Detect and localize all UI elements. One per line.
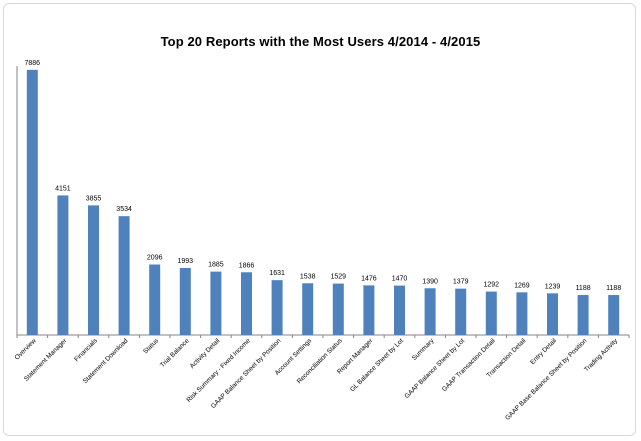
category-label: Summary <box>411 337 436 362</box>
category-label: Risk Summary - Fixed Income <box>185 337 252 404</box>
bar <box>118 216 130 335</box>
bar <box>577 295 589 335</box>
bar <box>424 288 436 335</box>
chart-title: Top 20 Reports with the Most Users 4/201… <box>160 34 481 49</box>
bar <box>455 288 467 335</box>
category-label: Trial Balance <box>159 337 191 369</box>
bar <box>608 295 620 335</box>
data-label: 1631 <box>269 270 285 277</box>
bar <box>26 69 38 335</box>
data-label: 1390 <box>422 278 438 285</box>
bar <box>302 283 314 335</box>
data-label: 4151 <box>55 185 71 192</box>
bar <box>332 283 344 335</box>
category-label: GL Balance Sheet by Lot <box>349 337 405 393</box>
data-label: 1993 <box>178 258 194 265</box>
data-label: 1476 <box>361 275 377 282</box>
data-label: 1269 <box>514 282 530 289</box>
data-label: 1239 <box>545 283 561 290</box>
data-label: 1866 <box>239 262 255 269</box>
data-label: 7886 <box>25 60 41 67</box>
category-label: GAAP Balance Sheet by Position <box>210 337 283 410</box>
chart-frame <box>3 3 636 436</box>
data-label: 2096 <box>147 255 163 262</box>
category-label: Overview <box>14 337 38 361</box>
bar <box>57 195 69 335</box>
bar <box>485 291 497 335</box>
bar <box>88 205 99 335</box>
data-label: 1470 <box>392 276 408 283</box>
category-label: Status <box>142 337 161 356</box>
data-label: 1292 <box>484 282 500 289</box>
bar <box>547 293 558 335</box>
bar <box>516 292 528 335</box>
data-label: 3855 <box>86 195 102 202</box>
category-label: Trading Activity <box>583 337 619 373</box>
bar <box>394 285 405 335</box>
bar <box>149 264 161 335</box>
category-label: Financials <box>73 337 99 363</box>
data-label: 1188 <box>606 285 621 292</box>
bar <box>179 267 191 335</box>
category-label: Activity Detail <box>189 337 222 370</box>
category-label: Entry Detail <box>529 337 558 366</box>
bar <box>271 280 283 335</box>
bar <box>363 285 375 335</box>
data-label: 1188 <box>576 285 591 292</box>
bar <box>241 272 252 335</box>
data-label: 1538 <box>300 273 316 280</box>
category-label: GAAP Balance Sheet by Lot <box>404 337 467 400</box>
data-label: 1379 <box>453 279 469 286</box>
data-label: 1529 <box>331 274 347 281</box>
category-label: GAAP Transaction Detail <box>441 337 497 393</box>
data-label: 1885 <box>208 262 224 269</box>
bar <box>210 271 222 335</box>
data-label: 3534 <box>116 206 132 213</box>
